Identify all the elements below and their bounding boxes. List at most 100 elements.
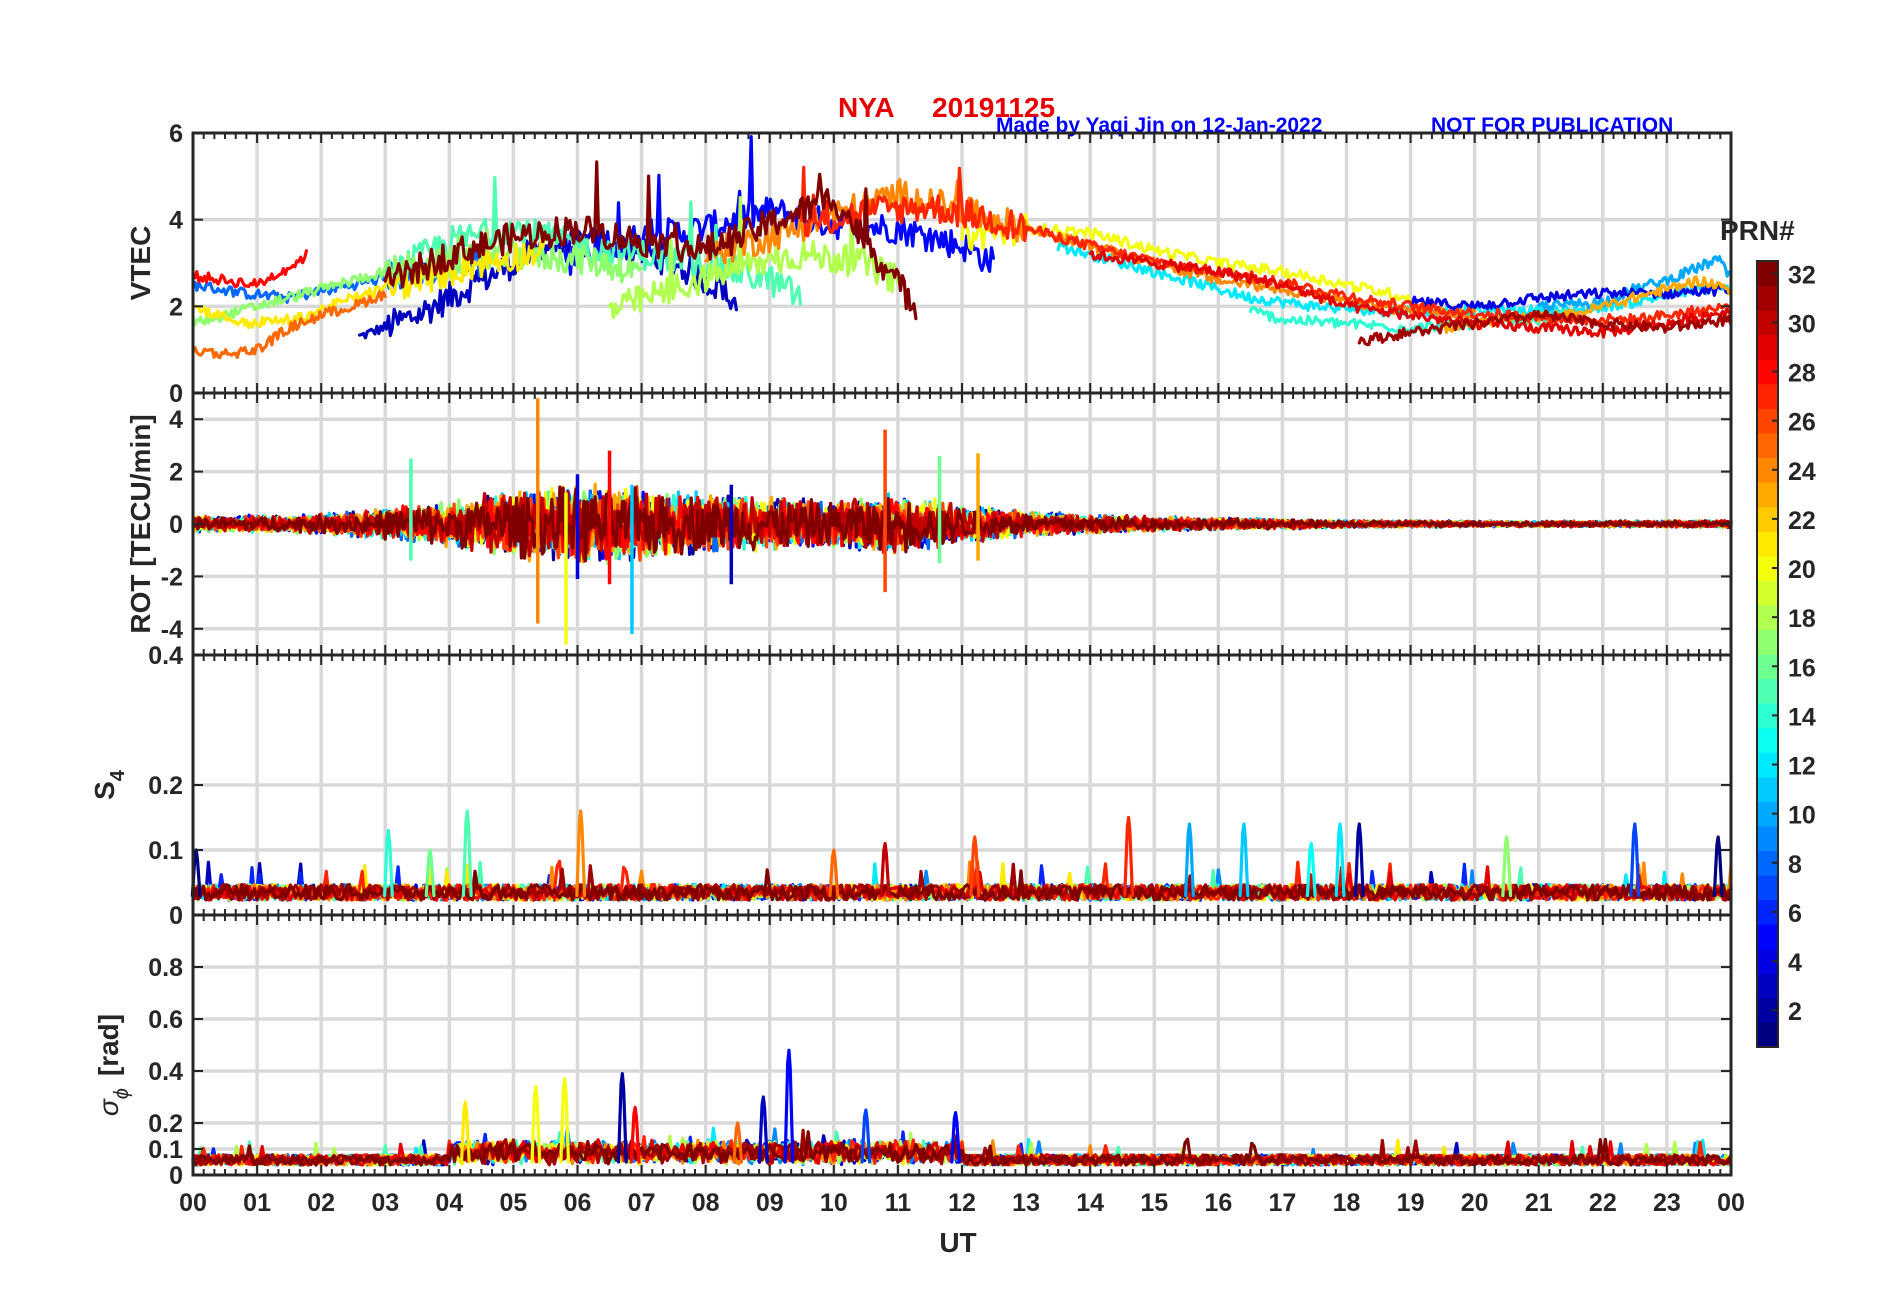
colorbar-cell [1757, 285, 1778, 311]
colorbar-cell [1757, 555, 1778, 581]
colorbar-cell [1757, 752, 1778, 778]
y-tick-label: 6 [169, 120, 183, 148]
colorbar-cell [1757, 408, 1778, 434]
y-tick-label: 0.4 [148, 1058, 183, 1086]
colorbar-cell [1757, 1022, 1778, 1048]
y-tick-label: 0.4 [148, 642, 183, 670]
colorbar-cell [1757, 727, 1778, 753]
spike-prn-25 [732, 1121, 744, 1164]
spike-prn-20 [530, 1085, 542, 1164]
colorbar-tick-label: 14 [1788, 703, 1816, 731]
x-tick-label: 11 [885, 1189, 912, 1217]
vtec-series-prn-25 [191, 290, 387, 360]
x-tick-label: 08 [692, 1189, 720, 1217]
x-tick-label: 12 [948, 1189, 976, 1217]
colorbar-cell [1757, 261, 1778, 287]
colorbar-cell [1757, 875, 1778, 901]
colorbar-cell [1757, 654, 1778, 680]
y-tick-label: 2 [169, 459, 183, 487]
y-tick-label: 0.2 [148, 772, 183, 800]
x-tick-label: 16 [1204, 1189, 1232, 1217]
colorbar-cell [1757, 801, 1778, 827]
colorbar-tick-label: 22 [1788, 507, 1816, 535]
x-tick-label: 00 [1717, 1189, 1745, 1217]
y-tick-label: -2 [161, 563, 183, 591]
colorbar-tick-label: 8 [1788, 851, 1802, 879]
series-group [191, 135, 1732, 360]
colorbar-tick-label: 18 [1788, 605, 1816, 633]
spike-prn-7 [860, 1108, 872, 1164]
series-group [191, 398, 1733, 645]
colorbar-cell [1757, 973, 1778, 999]
rot-series-prn-32 [191, 485, 1733, 563]
panel-s4: 0 0.1 0.2 0.4 S4 [89, 642, 1733, 930]
x-axis-label: UT [939, 1227, 976, 1258]
vtec-series-prn-31 [1357, 309, 1732, 347]
y-tick-label: 0 [169, 1162, 183, 1190]
colorbar-cell [1757, 334, 1778, 360]
y-axis-label-main: σ [93, 1098, 124, 1116]
spike-prn-30 [879, 841, 891, 898]
x-tick-label: 02 [307, 1189, 335, 1217]
colorbar-cell [1757, 850, 1778, 876]
spike-prn-13 [1305, 841, 1317, 898]
y-tick-label: 0.6 [148, 1006, 183, 1034]
colorbar-cell [1757, 531, 1778, 557]
x-tick-label: 13 [1012, 1189, 1040, 1217]
spike-prn-16 [424, 848, 436, 898]
colorbar-tick-label: 28 [1788, 360, 1816, 388]
y-axis-label-sub: 4 [107, 769, 129, 781]
x-tick-label: 00 [179, 1189, 207, 1217]
colorbar-cell [1757, 482, 1778, 508]
spike-prn-5 [950, 1111, 962, 1164]
spike-prn-2 [616, 1072, 628, 1164]
spike-prn-2 [1353, 822, 1365, 898]
colorbar-cell [1757, 506, 1778, 532]
colorbar-cell [1757, 899, 1778, 925]
y-tick-label: 0.1 [148, 837, 183, 865]
colorbar-tick-label: 12 [1788, 753, 1816, 781]
y-tick-label: 0.1 [148, 1136, 183, 1164]
colorbar-tick-label: 10 [1788, 802, 1816, 830]
colorbar-cell [1757, 703, 1778, 729]
x-tick-label: 06 [564, 1189, 592, 1217]
vtec-series-prn-32 [383, 160, 918, 321]
y-tick-label: 0.2 [148, 1110, 183, 1138]
spike-prn-20 [559, 1077, 571, 1164]
vtec-series-prn-10 [1537, 255, 1731, 312]
vtec-series-prn-23 [1441, 275, 1731, 334]
x-tick-label: 20 [1461, 1189, 1489, 1217]
spike-prn-25 [828, 848, 840, 898]
colorbar-label: PRN# [1720, 215, 1795, 246]
spike-prn-12 [1334, 822, 1346, 898]
series-prn-32 [191, 868, 1733, 902]
vtec-series-prn-4 [1409, 284, 1732, 312]
spike-prn-3 [757, 1095, 769, 1164]
spike-prn-17 [1501, 835, 1513, 898]
y-tick-label: 0 [169, 511, 183, 539]
spike-prn-26 [969, 835, 981, 898]
colorbar-cell [1757, 383, 1778, 409]
y-axis-label-sub: ϕ [111, 1088, 133, 1099]
colorbar-cell [1757, 825, 1778, 851]
y-tick-label: -4 [161, 616, 183, 644]
colorbar-tick-label: 20 [1788, 556, 1816, 584]
x-tick-label: 01 [243, 1189, 271, 1217]
colorbar-cell [1757, 776, 1778, 802]
spike-prn-5 [783, 1048, 795, 1164]
x-tick-label: 09 [756, 1189, 784, 1217]
y-axis-label: σϕ [rad] [93, 1014, 133, 1116]
spike-prn-11 [1238, 822, 1250, 898]
colorbar-cell [1757, 948, 1778, 974]
x-tick-label: 15 [1140, 1189, 1168, 1217]
spike-prn-28 [629, 1105, 641, 1164]
series-prn-32 [191, 1130, 1733, 1167]
x-tick-label: 18 [1333, 1189, 1361, 1217]
spike-prn-14 [383, 828, 394, 898]
vtec-series-prn-29 [1088, 249, 1732, 339]
spike-prn-7 [1629, 822, 1641, 898]
y-tick-label: 0 [169, 902, 183, 930]
spike-prn-10 [1184, 822, 1195, 898]
y-tick-label: 0 [169, 380, 183, 408]
